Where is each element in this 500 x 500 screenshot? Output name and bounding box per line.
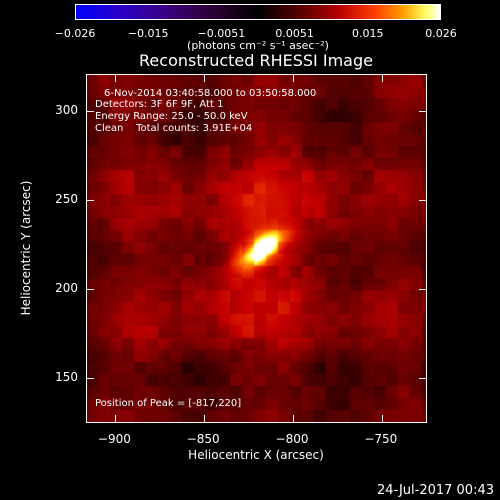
x-tick-label: −800 [275, 432, 309, 446]
x-tick-mark [115, 415, 117, 422]
colorbar-units: (photons cm⁻² s⁻¹ asec⁻²) [187, 39, 329, 52]
y-tick-label: 150 [55, 369, 78, 384]
x-tick-mark [381, 415, 383, 422]
info-time: 6-Nov-2014 03:40:58.000 to 03:50:58.000 [104, 88, 317, 99]
y-tick-mark [87, 377, 94, 379]
x-tick-mark [204, 415, 206, 422]
colorbar-tick-label: 0.015 [352, 27, 384, 40]
x-axis-label: Heliocentric X (arcsec) [188, 448, 324, 462]
x-tick-mark [293, 75, 295, 82]
x-tick-label: −750 [364, 432, 398, 446]
y-tick-mark [419, 110, 426, 112]
colorbar-tick-label: −0.015 [127, 27, 169, 40]
rhessi-image [86, 74, 427, 423]
info-detectors: Detectors: 3F 6F 9F, Att 1 [95, 99, 224, 110]
y-tick-mark [87, 110, 94, 112]
y-tick-label: 300 [55, 102, 78, 117]
plot-title: Reconstructed RHESSI Image [139, 51, 373, 70]
info-clean: Clean Total counts: 3.91E+04 [95, 123, 253, 134]
colorbar-tick-label: 0.026 [425, 27, 457, 40]
y-tick-mark [419, 199, 426, 201]
x-tick-label: −850 [186, 432, 220, 446]
x-tick-mark [381, 75, 383, 82]
x-tick-mark [204, 75, 206, 82]
x-tick-label: −900 [97, 432, 131, 446]
plot-frame [86, 74, 427, 423]
colorbar-tick-label: 0.0051 [275, 27, 314, 40]
colorbar-tick-label: −0.026 [54, 27, 96, 40]
timestamp: 24-Jul-2017 00:43 [376, 483, 494, 498]
x-tick-mark [115, 75, 117, 82]
info-peak: Position of Peak = [-817,220] [95, 398, 242, 409]
y-tick-mark [419, 377, 426, 379]
y-tick-mark [419, 288, 426, 290]
y-tick-mark [87, 199, 94, 201]
colorbar [75, 4, 441, 20]
x-tick-mark [293, 415, 295, 422]
y-tick-label: 250 [55, 191, 78, 206]
info-energy: Energy Range: 25.0 - 50.0 keV [95, 111, 248, 122]
colorbar-tick-label: −0.0051 [197, 27, 246, 40]
y-tick-label: 200 [55, 280, 78, 295]
y-tick-mark [87, 288, 94, 290]
y-axis-label: Heliocentric Y (arcsec) [19, 180, 33, 316]
